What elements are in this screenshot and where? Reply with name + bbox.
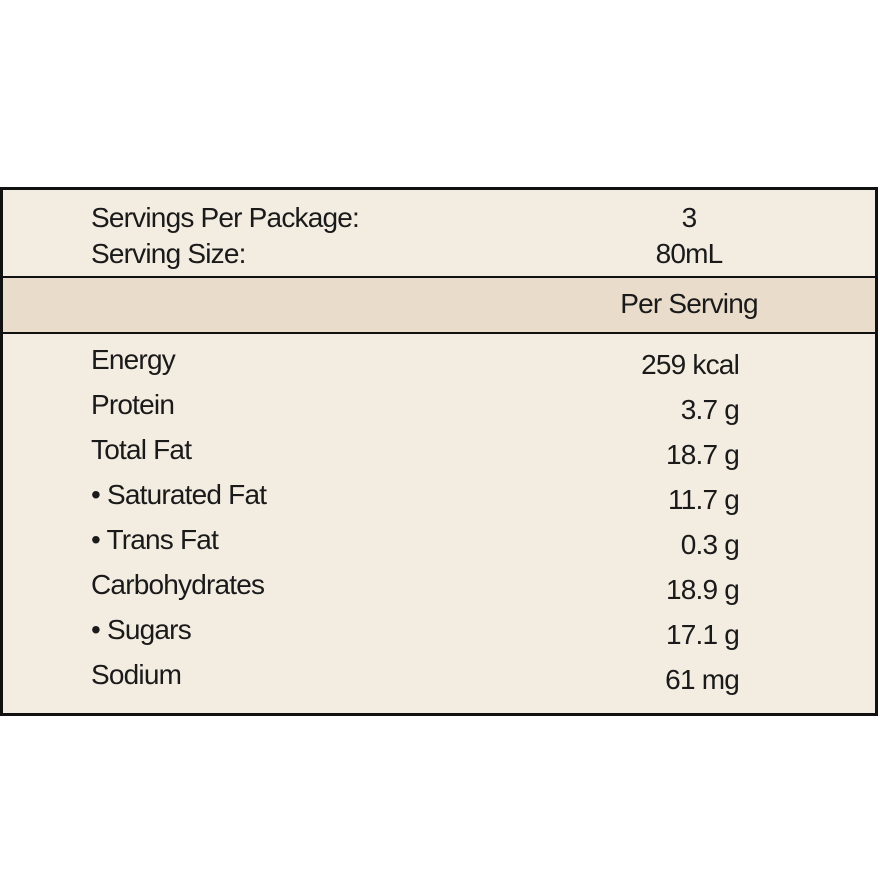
nutrient-amount: 18.9 g — [665, 574, 740, 605]
nutrient-name: Total Fat — [91, 434, 192, 465]
nutrient-name: • Sugars — [91, 614, 192, 645]
header-value: 80mL — [655, 238, 724, 269]
header-label: Servings Per Package: — [91, 202, 360, 233]
nutrient-amount: 18.7 g — [665, 439, 740, 470]
header-label: Serving Size: — [91, 238, 246, 269]
nutrient-name: Carbohydrates — [91, 569, 265, 600]
column-header-band: Per Serving — [3, 276, 875, 334]
nutrient-amount: 0.3 g — [680, 529, 740, 560]
nutrient-amount: 61 mg — [665, 664, 740, 695]
nutrient-amount: 17.1 g — [665, 619, 740, 650]
nutrient-name: • Saturated Fat — [91, 479, 267, 510]
nutrient-amount: 11.7 g — [668, 484, 740, 515]
header-value: 3 — [681, 202, 698, 233]
nutrient-amount: 259 kcal — [641, 349, 740, 380]
column-header: Per Serving — [620, 288, 758, 319]
nutrient-name: • Trans Fat — [91, 524, 219, 555]
nutrient-name: Sodium — [91, 659, 182, 690]
nutrient-amount: 3.7 g — [680, 394, 740, 425]
nutrition-panel: Per Serving Servings Per Package: 3 Servin… — [0, 187, 878, 716]
nutrient-name: Protein — [91, 389, 175, 420]
nutrient-name: Energy — [91, 344, 176, 375]
